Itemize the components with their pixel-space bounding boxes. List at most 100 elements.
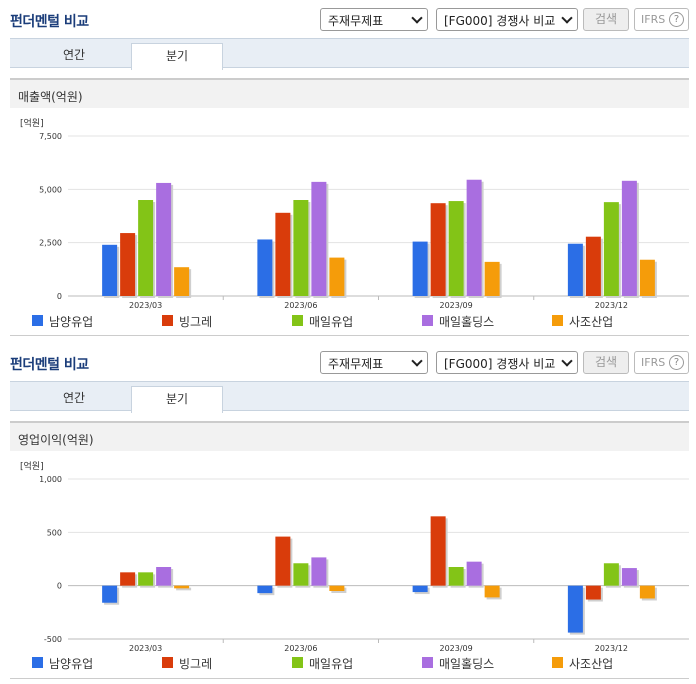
- legend-label: 매일유업: [309, 657, 354, 671]
- legend-swatch: [32, 657, 43, 668]
- tab-annual[interactable]: 연간: [62, 48, 86, 62]
- ifrs-label: IFRS: [641, 356, 666, 369]
- bar: [466, 179, 482, 296]
- period-tabs: 연간 분기: [10, 38, 689, 70]
- legend-label: 빙그레: [179, 315, 213, 329]
- bar: [484, 585, 500, 598]
- bar: [257, 585, 273, 594]
- bar: [102, 244, 118, 296]
- legend-swatch: [422, 657, 433, 668]
- fundamental-section-1: 펀더멘털 비교 주재무제표 [FG000] 경쟁사 비교 검색 IFRS ? 연…: [10, 8, 689, 336]
- y-tick-label: 0: [57, 292, 62, 301]
- bar: [120, 233, 136, 296]
- period-tabs: 연간 분기: [10, 381, 689, 413]
- bar: [329, 257, 345, 296]
- bar: [275, 536, 291, 586]
- bar: [311, 181, 327, 296]
- chevron-down-icon: [561, 12, 573, 24]
- statement-select[interactable]: 주재무제표: [320, 8, 428, 31]
- bar: [567, 243, 583, 296]
- help-icon[interactable]: ?: [669, 12, 684, 27]
- x-tick-label: 2023/06: [284, 644, 317, 653]
- ifrs-label: IFRS: [641, 13, 666, 26]
- bar: [102, 585, 118, 603]
- ifrs-button[interactable]: IFRS ?: [634, 351, 689, 374]
- x-tick-label: 2023/03: [129, 644, 162, 653]
- tab-quarterly[interactable]: 분기: [131, 43, 223, 70]
- legend-swatch: [552, 315, 563, 326]
- chevron-down-icon: [561, 355, 573, 367]
- operating-profit-chart-panel: 영업이익(억원) [억원] -500 0 500 1,000 2023/03 2023/06…: [10, 421, 689, 679]
- bar: [120, 572, 136, 586]
- bar: [257, 239, 273, 296]
- bar: [412, 241, 428, 296]
- y-tick-label: 5,000: [39, 185, 62, 194]
- x-tick-label: 2023/12: [595, 644, 628, 653]
- y-tick-label: 1,000: [39, 475, 62, 484]
- peer-select-value: [FG000] 경쟁사 비교: [444, 357, 556, 371]
- statement-select[interactable]: 주재무제표: [320, 351, 428, 374]
- chart-panel-title: 매출액(억원): [10, 78, 689, 108]
- peer-select[interactable]: [FG000] 경쟁사 비교: [436, 8, 578, 31]
- legend-label: 사조산업: [569, 657, 614, 671]
- y-tick-label: 2,500: [39, 239, 62, 248]
- bar: [311, 557, 327, 586]
- tab-annual[interactable]: 연간: [62, 391, 86, 405]
- bar: [585, 236, 601, 296]
- bar: [275, 212, 291, 296]
- bar: [621, 568, 637, 586]
- legend-swatch: [162, 315, 173, 326]
- peer-select-value: [FG000] 경쟁사 비교: [444, 14, 556, 28]
- legend-label: 빙그레: [179, 657, 213, 671]
- section-title: 펀더멘털 비교: [10, 14, 89, 30]
- chart-panel-title: 영업이익(억원): [10, 421, 689, 451]
- bar: [448, 201, 464, 296]
- bar: [156, 567, 172, 586]
- statement-select-value: 주재무제표: [328, 14, 384, 28]
- fundamental-section-2: 펀더멘털 비교 주재무제표 [FG000] 경쟁사 비교 검색 IFRS ? 연…: [0, 343, 696, 684]
- bar-shadow: [176, 587, 192, 591]
- bar: [603, 202, 619, 296]
- bar: [293, 563, 309, 586]
- legend-label: 사조산업: [569, 315, 614, 329]
- bar: [174, 585, 190, 589]
- legend-label: 매일홀딩스: [439, 657, 495, 671]
- y-tick-label: 7,500: [39, 132, 62, 141]
- legend-swatch: [292, 657, 303, 668]
- chevron-down-icon: [411, 12, 423, 24]
- chevron-down-icon: [411, 355, 423, 367]
- chart-legend: 남양유업 빙그레 매일유업 매일홀딩스 사조산업: [10, 655, 689, 671]
- y-unit-label: [억원]: [20, 117, 44, 129]
- bar: [430, 516, 446, 586]
- peer-select[interactable]: [FG000] 경쟁사 비교: [436, 351, 578, 374]
- revenue-chart-panel: 매출액(억원) [억원] 0 2,500 5,000 7,500 2023/03 2023/…: [10, 78, 689, 336]
- ifrs-button[interactable]: IFRS ?: [634, 8, 689, 31]
- search-button[interactable]: 검색: [583, 351, 629, 374]
- bar: [138, 572, 154, 586]
- legend-swatch: [32, 315, 43, 326]
- section-header: 펀더멘털 비교 주재무제표 [FG000] 경쟁사 비교 검색 IFRS ?: [0, 343, 696, 379]
- legend-label: 매일유업: [309, 315, 354, 329]
- legend-swatch: [422, 315, 433, 326]
- bar: [639, 259, 655, 296]
- bar: [138, 200, 154, 296]
- chart-legend: 남양유업 빙그레 매일유업 매일홀딩스 사조산업: [10, 313, 689, 329]
- legend-swatch: [292, 315, 303, 326]
- bar: [448, 567, 464, 586]
- x-tick-label: 2023/09: [440, 644, 473, 653]
- search-button[interactable]: 검색: [583, 8, 629, 31]
- y-tick-label: 500: [47, 528, 62, 537]
- legend-label: 남양유업: [49, 315, 94, 329]
- bar: [466, 561, 482, 586]
- bar: [293, 200, 309, 296]
- bar: [585, 585, 601, 600]
- revenue-bar-chart: [억원] 0 2,500 5,000 7,500 2023/03 2023/06 2023/0…: [20, 117, 689, 310]
- y-tick-label: 0: [57, 582, 62, 591]
- x-tick-label: 2023/03: [129, 301, 162, 310]
- tab-quarterly[interactable]: 분기: [131, 386, 223, 413]
- bar: [430, 203, 446, 296]
- bar: [484, 261, 500, 296]
- x-tick-label: 2023/12: [595, 301, 628, 310]
- legend-swatch: [162, 657, 173, 668]
- help-icon[interactable]: ?: [669, 355, 684, 370]
